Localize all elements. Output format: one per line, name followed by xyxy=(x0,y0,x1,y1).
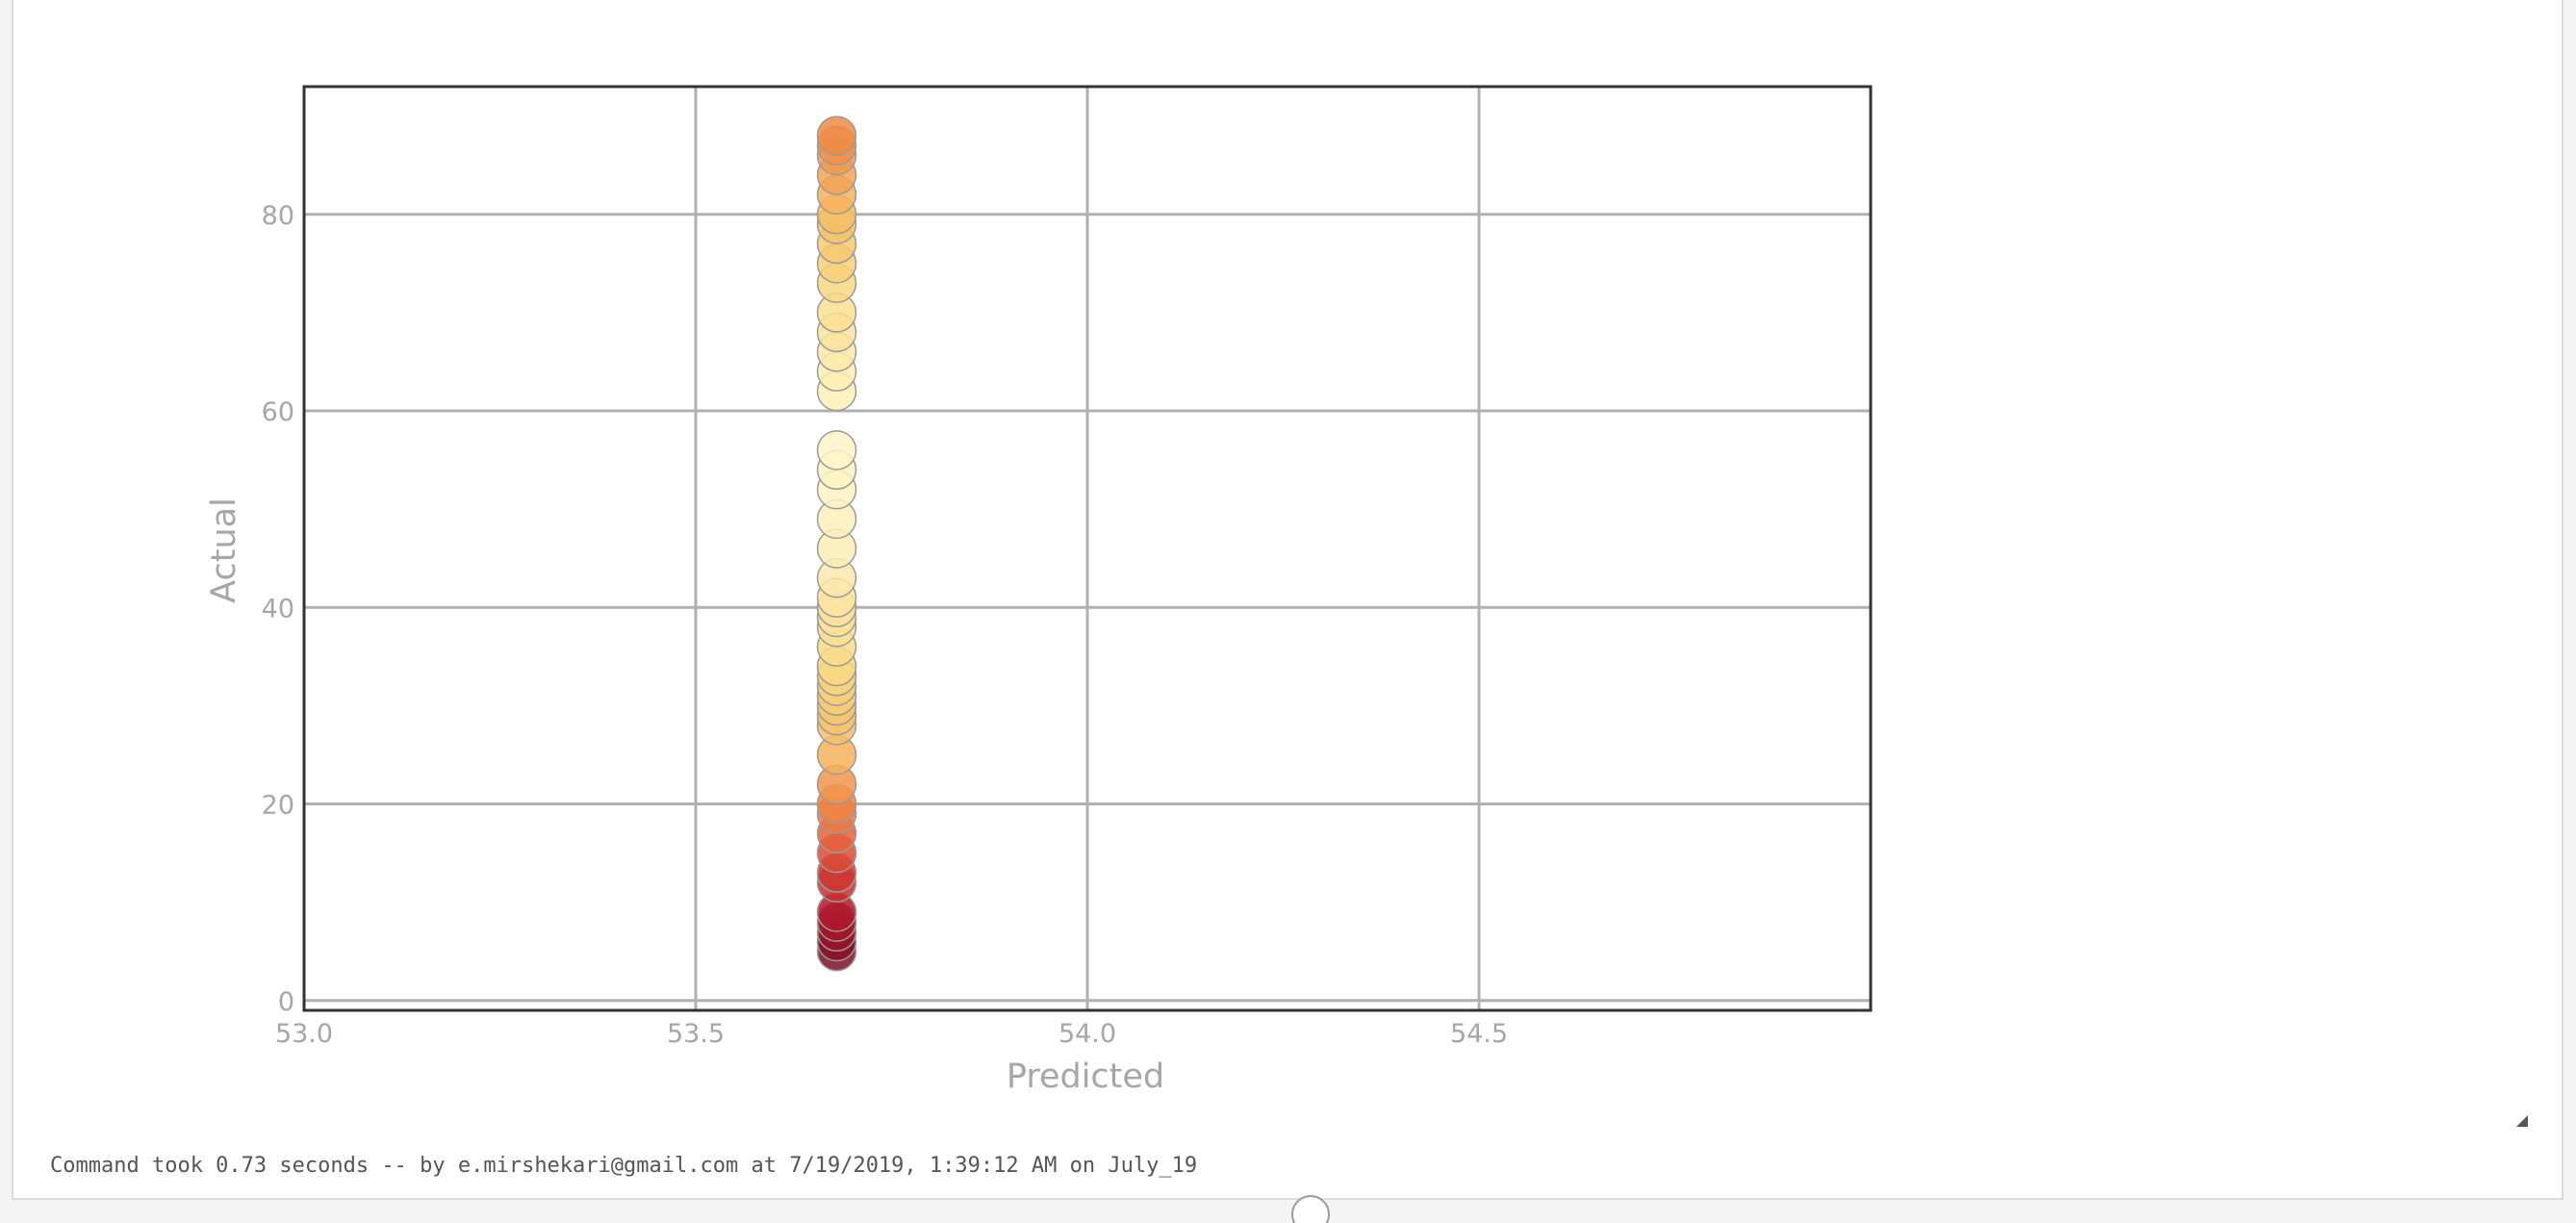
tick-labels: 53.0 53.5 54.0 54.5 0 20 40 60 80 xyxy=(262,201,1508,1049)
y-tick-label: 60 xyxy=(262,397,294,427)
resize-corner-icon[interactable] xyxy=(2513,1112,2529,1128)
plot-area-frame xyxy=(302,85,1873,1012)
y-tick-label: 80 xyxy=(262,201,294,231)
y-tick-label: 0 xyxy=(278,987,294,1017)
x-tick-label: 53.5 xyxy=(667,1019,725,1049)
y-axis-title: Actual xyxy=(205,497,243,603)
y-tick-label: 40 xyxy=(262,594,294,624)
scatter-point xyxy=(816,115,857,156)
x-tick-label: 54.0 xyxy=(1058,1019,1116,1049)
scatter-point xyxy=(816,430,857,471)
grid-lines xyxy=(302,87,1871,1010)
circle-toggle-icon[interactable] xyxy=(1290,1194,1331,1223)
data-points xyxy=(816,115,857,972)
x-tick-label: 54.5 xyxy=(1450,1019,1508,1049)
x-axis-title: Predicted xyxy=(1007,1057,1164,1096)
command-status-text: Command took 0.73 seconds -- by e.mirshe… xyxy=(50,1154,1198,1178)
x-tick-label: 53.0 xyxy=(275,1019,333,1049)
y-tick-label: 20 xyxy=(262,791,294,821)
